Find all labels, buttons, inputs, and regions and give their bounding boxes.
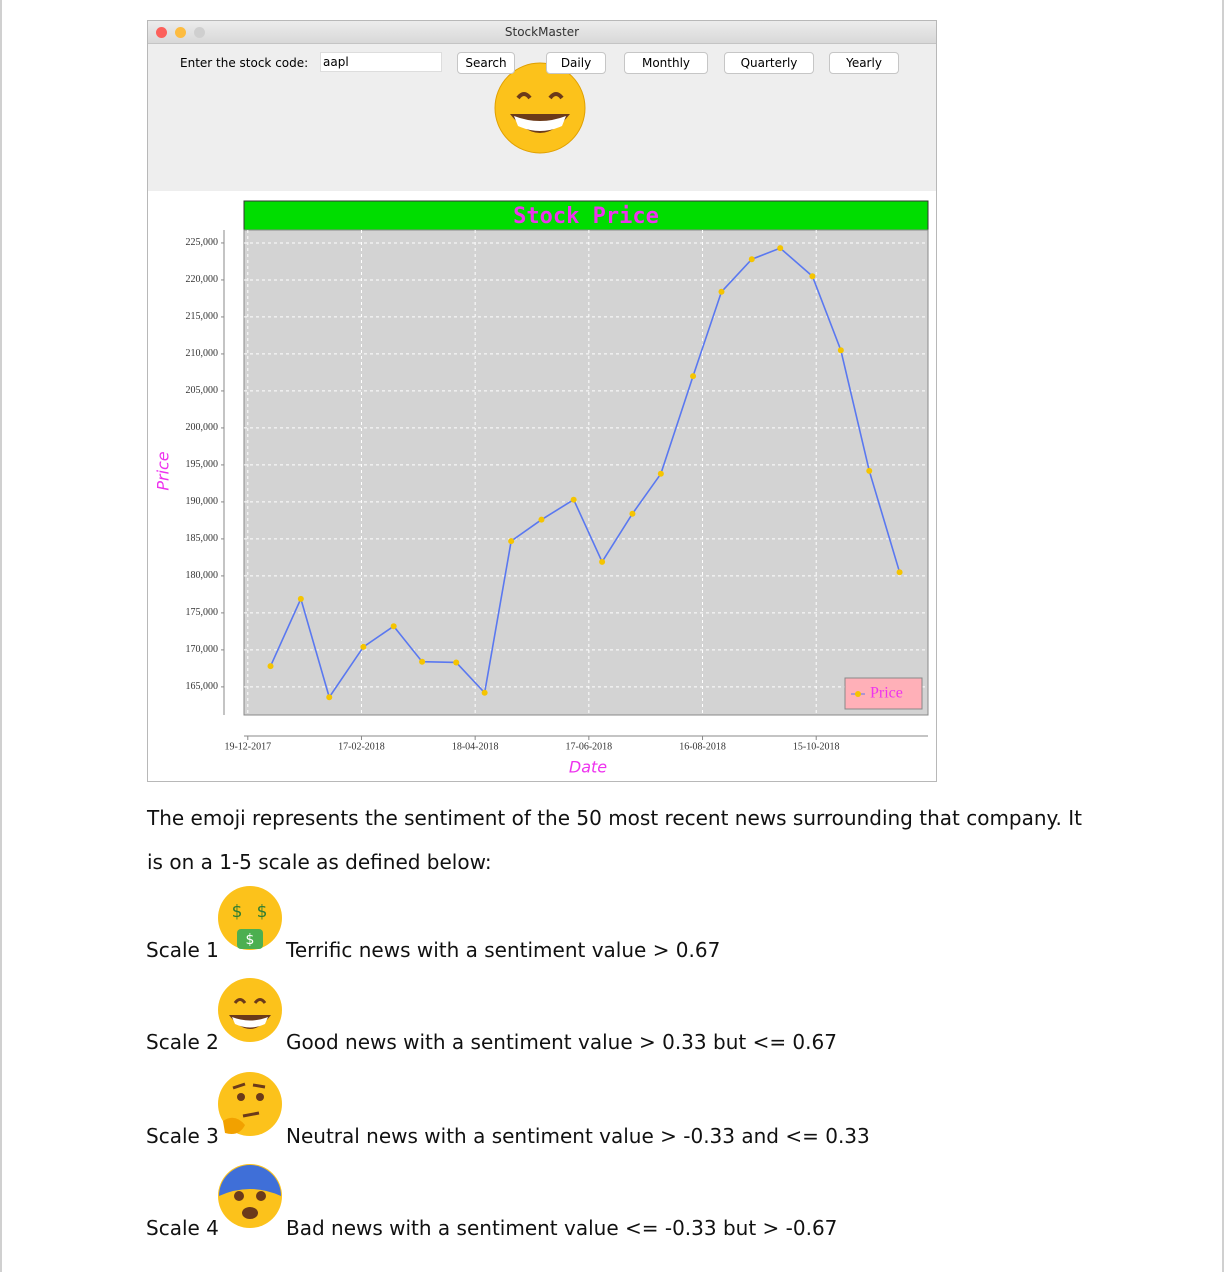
x-tick-label: 18-04-2018: [452, 741, 499, 752]
chart: Stock Price 165,000 170,000 175,000 180,000 1…: [154, 200, 929, 777]
y-tick-label: 165,000: [186, 681, 219, 692]
svg-text:$: $: [246, 932, 255, 948]
title-bar: [243, 200, 929, 231]
price-marker: [390, 623, 397, 630]
price-marker: [570, 496, 577, 503]
y-tick-label: 225,000: [186, 237, 219, 248]
x-tick-label: 17-06-2018: [566, 741, 613, 752]
scale-label: Scale 2: [146, 1030, 219, 1054]
button[interactable]: Quarterly: [724, 52, 814, 74]
scale-text: Good news with a sentiment value > 0.33 …: [286, 1030, 837, 1054]
y-tick-label: 220,000: [186, 274, 219, 285]
y-tick-label: 215,000: [186, 311, 219, 322]
y-tick-label: 210,000: [186, 348, 219, 359]
price-marker: [267, 663, 274, 670]
scale-label: Scale 3: [146, 1124, 219, 1148]
x-tick-label: 16-08-2018: [679, 741, 726, 752]
scale-emoji: [218, 978, 282, 1042]
y-tick-label: 195,000: [186, 459, 219, 470]
price-marker: [419, 658, 426, 665]
chart-title: Stock Price: [513, 204, 659, 229]
price-marker: [326, 694, 333, 701]
sentiment-emoji: [494, 62, 586, 154]
plot-area: [243, 229, 929, 716]
price-marker: [896, 569, 903, 576]
price-marker: [508, 538, 515, 545]
button[interactable]: Monthly: [624, 52, 708, 74]
price-marker: [657, 470, 664, 477]
legend-label: Price: [870, 685, 903, 702]
scale-text: Terrific news with a sentiment value > 0…: [286, 938, 721, 962]
svg-text:$: $: [232, 902, 243, 922]
app-window: StockMaster Enter the stock code: aapl S…: [147, 20, 937, 782]
price-marker: [538, 516, 545, 523]
y-tick-label: 205,000: [186, 385, 219, 396]
price-marker: [629, 510, 636, 517]
window-title: StockMaster: [504, 25, 580, 39]
scale-emoji: [218, 1072, 282, 1136]
x-tick-label: 19-12-2017: [224, 741, 271, 752]
scale-emoji: $ $$: [218, 886, 282, 950]
y-tick-label: 170,000: [186, 644, 219, 655]
scale-text: Neutral news with a sentiment value > -0…: [286, 1124, 870, 1148]
price-marker: [599, 558, 606, 565]
y-tick-label: 180,000: [186, 570, 219, 581]
price-marker: [481, 689, 488, 696]
price-marker: [360, 643, 367, 650]
price-marker: [748, 256, 755, 263]
toolbar: Enter the stock code: aapl Search Daily Mo…: [148, 44, 936, 191]
scale-label: Scale 4: [146, 1216, 219, 1240]
price-marker: [718, 288, 725, 295]
y-tick-label: 190,000: [186, 496, 219, 507]
paragraph: The emoji represents the sentiment of th…: [147, 806, 1082, 874]
price-marker: [297, 595, 304, 602]
price-marker: [690, 373, 697, 380]
minimize-button[interactable]: [175, 27, 186, 38]
price-marker: [837, 347, 844, 354]
x-tick-label: 15-10-2018: [793, 741, 840, 752]
price-marker: [866, 467, 873, 474]
svg-text:$: $: [257, 902, 268, 922]
legend: Price: [844, 677, 923, 710]
y-tick-label: 175,000: [186, 607, 219, 618]
legend-marker: [855, 691, 861, 697]
close-button[interactable]: [156, 27, 167, 38]
scale-emoji: [218, 1164, 282, 1228]
price-marker: [453, 659, 460, 666]
y-tick-label: 200,000: [186, 422, 219, 433]
x-tick-label: 17-02-2018: [338, 741, 385, 752]
y-axis-label: Price: [154, 451, 173, 490]
input-label: Enter the stock code:: [180, 56, 309, 70]
scale-text: Bad news with a sentiment value <= -0.33…: [286, 1216, 838, 1240]
y-tick-label: 185,000: [186, 533, 219, 544]
title-bar: StockMaster: [148, 21, 936, 44]
price-marker: [777, 245, 784, 252]
scale-label: Scale 1: [146, 938, 219, 962]
stock-code-input[interactable]: aapl: [320, 52, 442, 72]
button[interactable]: Search: [457, 52, 515, 74]
price-marker: [809, 273, 816, 280]
x-axis-label: Date: [569, 758, 607, 777]
zoom-button[interactable]: [194, 27, 205, 38]
price-line: [269, 247, 901, 700]
button[interactable]: Yearly: [829, 52, 899, 74]
button[interactable]: Daily: [546, 52, 606, 74]
